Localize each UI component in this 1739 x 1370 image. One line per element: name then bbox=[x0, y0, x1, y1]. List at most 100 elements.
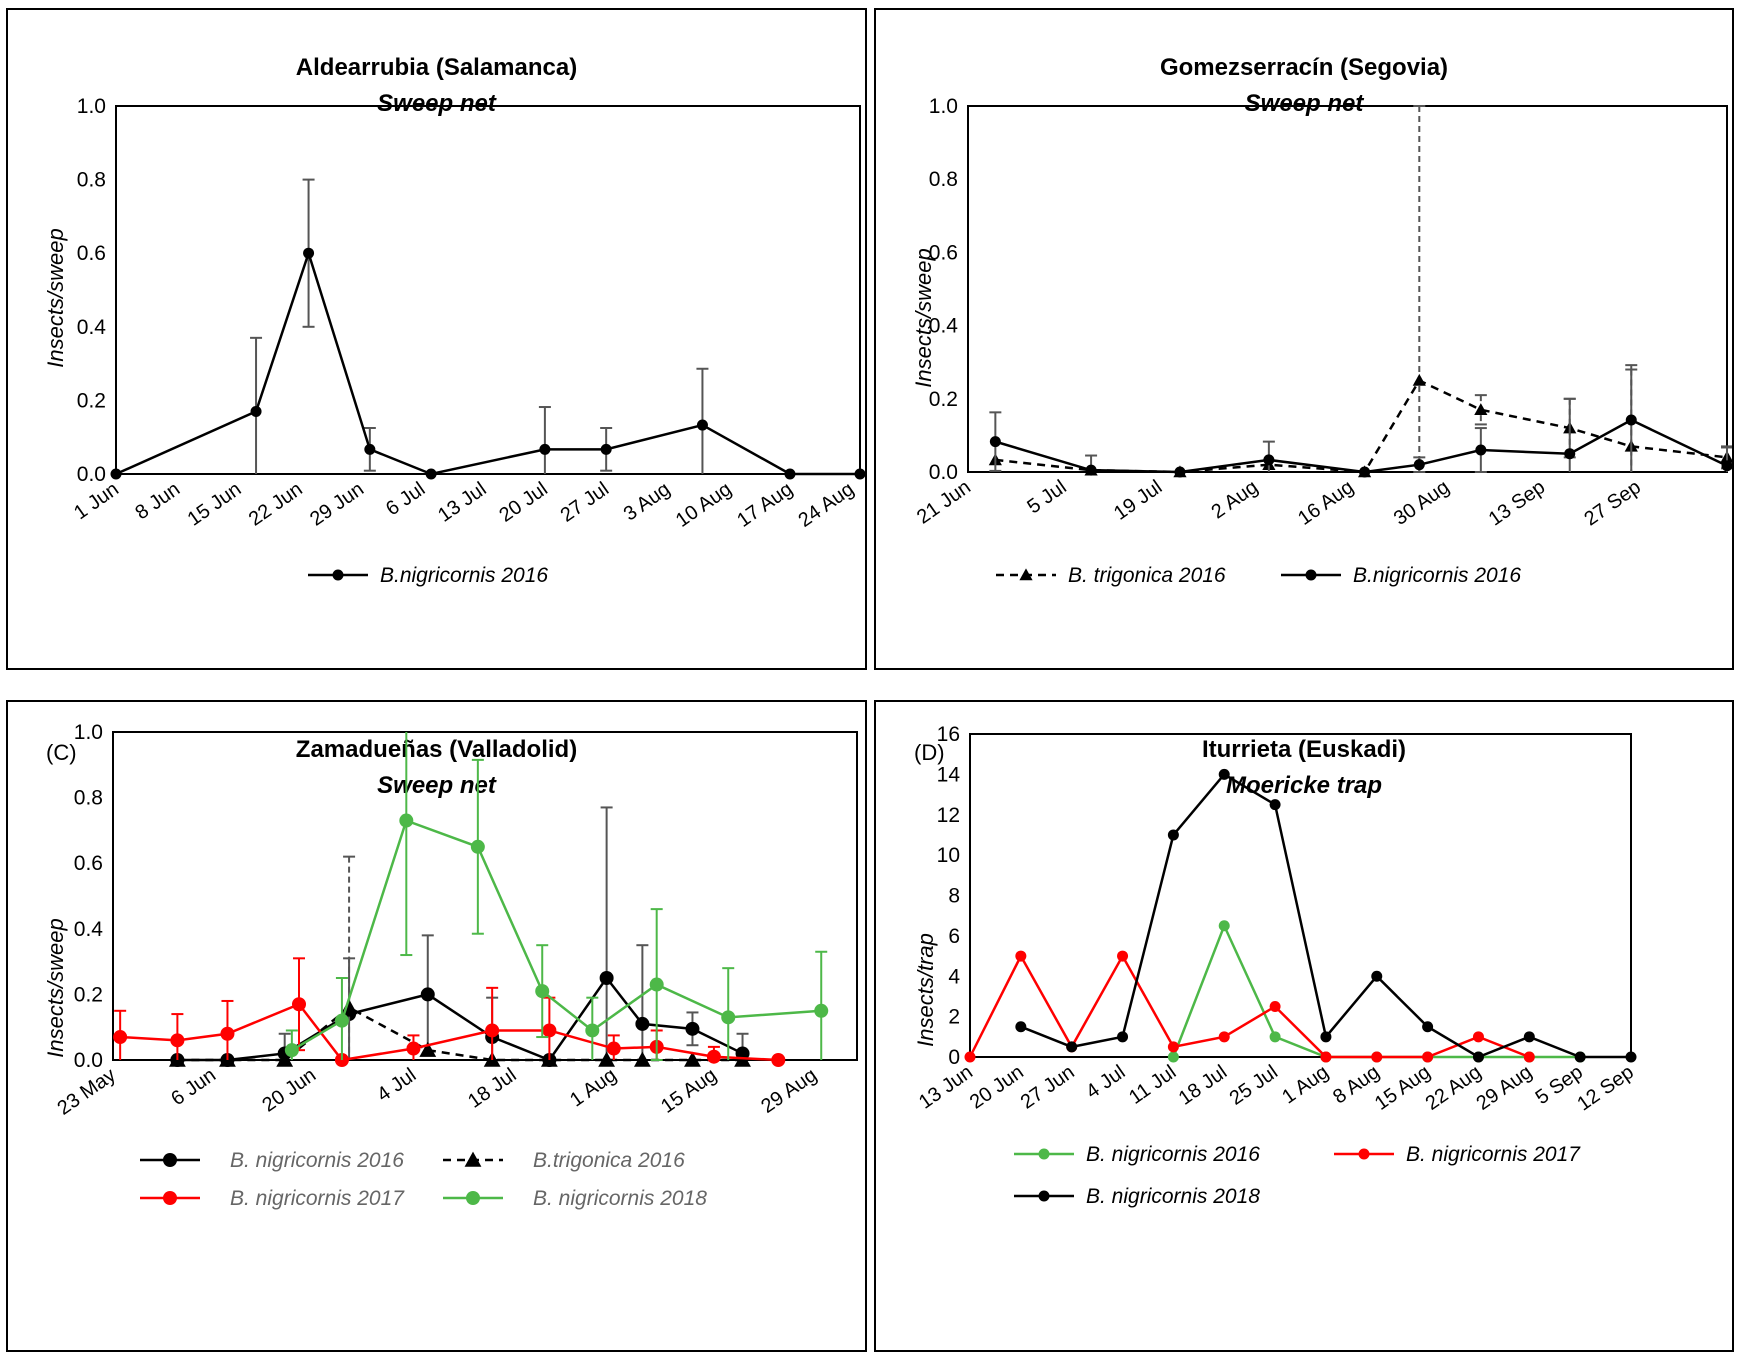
y-tick-label: 0.0 bbox=[77, 463, 106, 486]
data-point bbox=[1371, 1051, 1383, 1063]
x-tick-label: 25 Jul bbox=[1226, 1061, 1282, 1110]
series-line bbox=[1020, 772, 1631, 1059]
chart-b-svg: 0.00.20.40.60.81.021 Jun 5 Jul 19 Jul 2 Aug… bbox=[913, 95, 1732, 587]
x-tick-label: 16 Aug bbox=[1294, 476, 1358, 530]
data-point bbox=[1412, 373, 1426, 386]
x-tick-label: 1 Aug bbox=[1278, 1061, 1333, 1108]
legend-marker bbox=[332, 569, 344, 581]
x-tick-label: 3 Aug bbox=[620, 478, 675, 525]
x-tick-label: 6 Jun bbox=[167, 1064, 220, 1110]
chart-title: Zamadueñas (Valladolid) bbox=[295, 736, 578, 763]
x-tick-label: 1 Aug bbox=[566, 1064, 621, 1111]
x-tick-label: 27 Sep bbox=[1580, 476, 1645, 530]
y-tick-label: 0.0 bbox=[74, 1049, 103, 1072]
data-point bbox=[303, 247, 315, 259]
legend-entry: B.trigonica 2016 bbox=[443, 1149, 685, 1172]
series-0 bbox=[988, 105, 1732, 478]
data-point bbox=[1117, 950, 1129, 962]
data-point bbox=[1218, 1031, 1230, 1043]
chart-a-svg: 0.00.20.40.60.81.01 Jun 8 Jun 15 Jun 22 Jun… bbox=[70, 95, 865, 587]
series-2 bbox=[113, 957, 786, 1067]
data-point bbox=[276, 1051, 294, 1067]
panel-d: (D) Iturrieta (Euskadi) Moericke trap In… bbox=[874, 700, 1734, 1352]
data-point bbox=[1359, 466, 1371, 478]
data-point bbox=[1523, 1031, 1535, 1043]
data-point bbox=[250, 405, 262, 417]
y-tick-label: 2 bbox=[948, 1006, 960, 1029]
legend-label: B.nigricornis 2016 bbox=[1353, 564, 1521, 587]
x-tick-label: 15 Aug bbox=[1371, 1061, 1435, 1115]
x-tick-label: 20 Jun bbox=[966, 1061, 1028, 1113]
legend-entry: B. nigricornis 2018 bbox=[1014, 1185, 1260, 1208]
data-point bbox=[1085, 464, 1097, 476]
legend-entry: B. nigricornis 2017 bbox=[140, 1187, 405, 1210]
series-0 bbox=[110, 178, 865, 480]
data-point bbox=[633, 1051, 651, 1067]
data-point bbox=[542, 1023, 557, 1038]
y-tick-label: 0.2 bbox=[74, 983, 103, 1006]
x-tick-label: 20 Jun bbox=[258, 1064, 320, 1116]
series-2 bbox=[1015, 768, 1637, 1063]
series-0 bbox=[1167, 920, 1586, 1063]
data-point bbox=[539, 443, 551, 455]
x-tick-label: 24 Aug bbox=[794, 478, 858, 532]
data-point bbox=[854, 468, 865, 480]
series-line bbox=[968, 953, 1530, 1059]
y-tick-label: 8 bbox=[948, 885, 960, 908]
data-point bbox=[606, 1041, 621, 1056]
legend-marker bbox=[163, 1153, 177, 1167]
data-point bbox=[1475, 444, 1487, 456]
y-tick-label: 0.0 bbox=[929, 461, 958, 484]
y-tick-label: 1.0 bbox=[929, 95, 958, 118]
panel-a: Aldearrubia (Salamanca) Sweep net Insect… bbox=[6, 8, 867, 670]
data-point bbox=[1263, 454, 1275, 466]
chart-subtitle: Sweep net bbox=[377, 90, 496, 117]
data-point bbox=[420, 987, 435, 1002]
y-tick-label: 0.8 bbox=[77, 169, 106, 192]
data-point bbox=[1472, 1051, 1484, 1063]
data-point bbox=[110, 468, 122, 480]
x-tick-label: 13 Jul bbox=[434, 478, 490, 527]
data-point bbox=[485, 1023, 500, 1038]
data-point bbox=[1472, 1031, 1484, 1043]
data-point bbox=[1564, 448, 1576, 460]
x-tick-label: 29 Aug bbox=[757, 1064, 821, 1118]
legend-marker bbox=[466, 1191, 480, 1205]
series-3 bbox=[284, 732, 829, 1061]
x-tick-label: 18 Jul bbox=[1175, 1061, 1231, 1110]
x-tick-label: 22 Aug bbox=[1422, 1061, 1486, 1115]
data-point bbox=[1174, 466, 1186, 478]
legend-entry: B. nigricornis 2016 bbox=[1014, 1143, 1260, 1166]
data-point bbox=[1015, 950, 1027, 962]
plot-area-frame bbox=[967, 105, 1728, 473]
data-point bbox=[284, 1043, 299, 1058]
data-point bbox=[292, 997, 306, 1012]
x-tick-label: 27 Jun bbox=[1017, 1061, 1079, 1113]
data-point bbox=[425, 468, 437, 480]
y-tick-label: 16 bbox=[937, 723, 960, 746]
y-tick-label: 0.4 bbox=[74, 918, 104, 941]
x-tick-label: 23 May bbox=[54, 1064, 120, 1120]
legend-entry: B. trigonica 2016 bbox=[996, 564, 1226, 587]
x-tick-label: 10 Aug bbox=[672, 478, 736, 532]
plot-area-frame bbox=[112, 731, 858, 1061]
data-point bbox=[1371, 970, 1383, 982]
data-point bbox=[599, 971, 614, 985]
data-point bbox=[600, 443, 612, 455]
series-line bbox=[120, 1002, 779, 1062]
y-tick-label: 0.6 bbox=[74, 852, 103, 875]
x-tick-label: 15 Jun bbox=[184, 478, 246, 530]
y-tick-label: 12 bbox=[937, 804, 960, 827]
legend-marker bbox=[1038, 1148, 1050, 1160]
data-point bbox=[585, 1023, 600, 1038]
legend-entry: B. nigricornis 2018 bbox=[443, 1187, 707, 1210]
x-tick-label: 20 Jul bbox=[495, 478, 551, 527]
x-tick-label: 4 Jul bbox=[373, 1064, 420, 1106]
y-tick-label: 0.6 bbox=[929, 241, 958, 264]
legend-marker bbox=[1358, 1148, 1370, 1160]
data-point bbox=[771, 1053, 786, 1067]
data-point bbox=[406, 1041, 421, 1056]
panel-c: (C) Zamadueñas (Valladolid) Sweep net In… bbox=[6, 700, 867, 1352]
data-point bbox=[1167, 1051, 1179, 1063]
